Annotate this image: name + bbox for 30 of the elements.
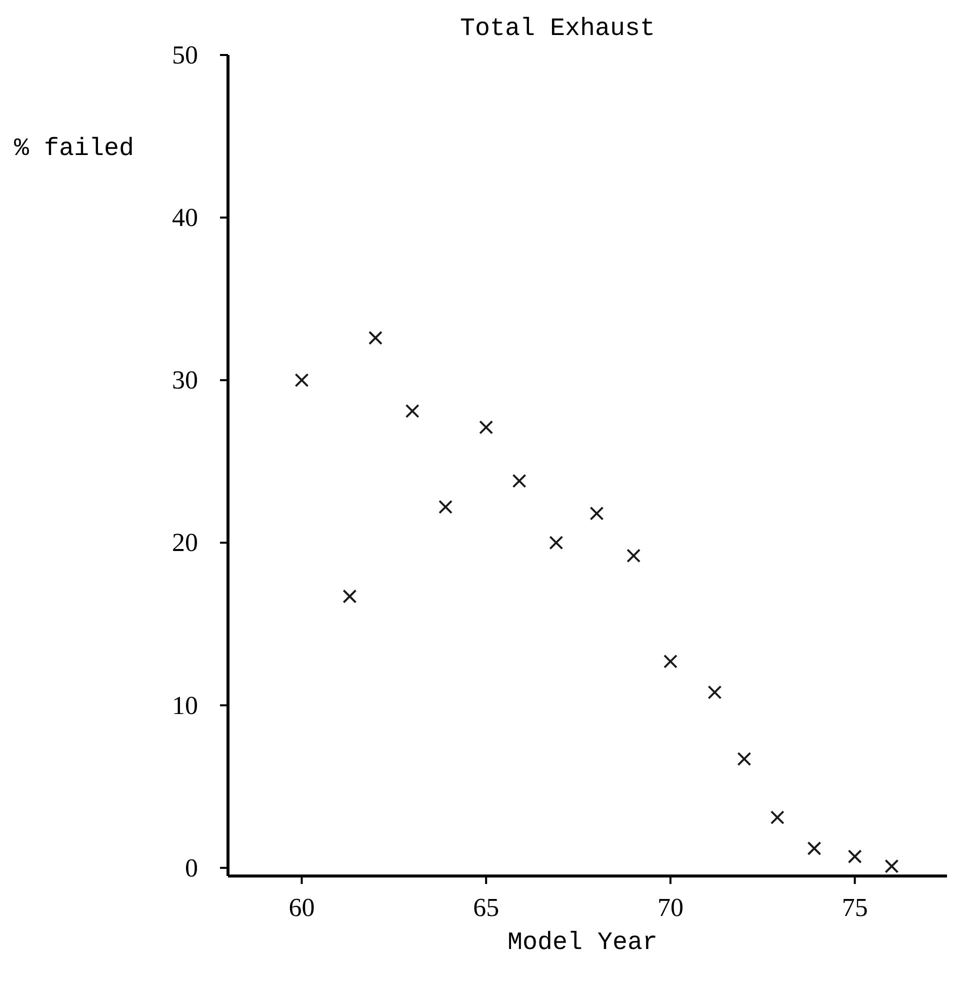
point <box>807 841 822 856</box>
y-tick-label: 50 <box>172 40 198 70</box>
x-tick-label: 60 <box>288 893 315 922</box>
y-tick-label: 10 <box>172 690 198 720</box>
y-tick-label: 20 <box>172 528 198 558</box>
point <box>737 752 752 766</box>
y-tick-label: 40 <box>172 203 198 232</box>
x-tick-label: 65 <box>473 893 500 922</box>
point <box>438 500 453 514</box>
y-axis-title: % failed <box>14 134 134 163</box>
x-tick-label: 70 <box>657 893 684 922</box>
point <box>663 654 678 668</box>
point <box>590 506 604 520</box>
x-axis-title: Model Year <box>507 928 658 957</box>
y-tick-label: 0 <box>185 853 198 882</box>
point <box>512 474 526 488</box>
point <box>848 849 862 864</box>
point <box>342 589 357 604</box>
point <box>368 330 382 345</box>
point <box>405 404 420 418</box>
chart-title: Total Exhaust <box>460 14 656 43</box>
point <box>294 373 309 388</box>
y-tick-label: 30 <box>172 366 198 395</box>
point <box>626 548 641 563</box>
x-tick-label: 75 <box>842 893 868 922</box>
point <box>884 859 899 874</box>
point <box>549 536 564 550</box>
point <box>708 685 722 700</box>
point <box>479 420 494 434</box>
point <box>770 810 784 824</box>
